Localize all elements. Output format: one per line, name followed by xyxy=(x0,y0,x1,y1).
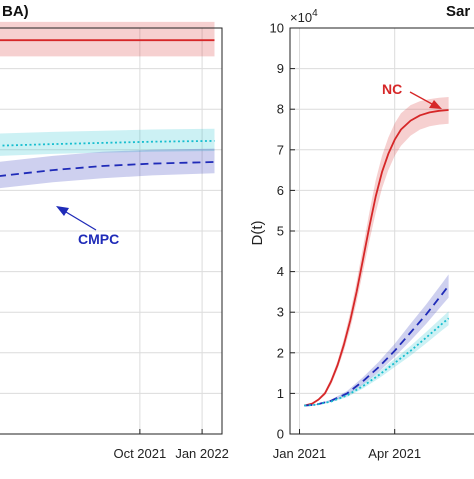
left-line-1 xyxy=(0,140,215,147)
right-line-0 xyxy=(304,109,449,407)
right-ytick-label-2: 2 xyxy=(277,345,284,360)
left-panel: Oct 2021 Jan 2022 BA) CMPC xyxy=(0,3,229,461)
right-ytick-label-7: 7 xyxy=(277,142,284,157)
right-ytick-label-9: 9 xyxy=(277,61,284,76)
right-ylabel: D(t) xyxy=(249,221,266,246)
cmpc-arrow-line xyxy=(65,211,97,231)
left-xtick-label-0: Oct 2021 xyxy=(113,446,166,461)
nc-label: NC xyxy=(382,81,402,97)
right-xtick-label-0: Jan 2021 xyxy=(273,446,327,461)
right-title: Sar xyxy=(446,3,470,20)
cmpc-label: CMPC xyxy=(78,231,119,247)
right-xticks: Jan 2021 Apr 2021 xyxy=(273,429,421,461)
right-ytick-label-4: 4 xyxy=(277,264,284,279)
left-band-0 xyxy=(0,21,215,57)
right-xtick-label-1: Apr 2021 xyxy=(368,446,421,461)
right-yticks: 0 1 2 3 4 5 6 7 8 9 10 xyxy=(270,21,295,442)
right-ytick-label-1: 1 xyxy=(277,386,284,401)
right-bands xyxy=(304,97,449,406)
left-axes-box xyxy=(0,27,223,435)
left-xticks: Oct 2021 Jan 2022 xyxy=(113,429,229,461)
right-ytick-label-0: 0 xyxy=(277,427,284,442)
right-grid xyxy=(290,27,474,435)
left-line-2 xyxy=(0,161,215,177)
right-lines xyxy=(304,109,450,407)
right-line-2 xyxy=(304,317,450,407)
right-ytick-label-5: 5 xyxy=(277,224,284,239)
cmpc-arrow-head xyxy=(56,206,69,216)
left-xtick-label-1: Jan 2022 xyxy=(175,446,229,461)
y-exponent-power: 4 xyxy=(312,8,318,19)
right-band-0 xyxy=(304,97,449,406)
right-ytick-label-3: 3 xyxy=(277,305,284,320)
left-title: BA) xyxy=(2,3,29,20)
nc-arrow-head xyxy=(429,100,442,109)
y-exponent-base: ×10 xyxy=(290,10,312,25)
right-ytick-label-10: 10 xyxy=(270,21,284,36)
right-ytick-label-8: 8 xyxy=(277,102,284,117)
nc-arrow-line xyxy=(409,91,433,105)
left-band-2 xyxy=(0,148,215,189)
y-exponent: ×104 xyxy=(290,8,318,25)
left-lines xyxy=(0,39,215,177)
right-ytick-label-6: 6 xyxy=(277,183,284,198)
